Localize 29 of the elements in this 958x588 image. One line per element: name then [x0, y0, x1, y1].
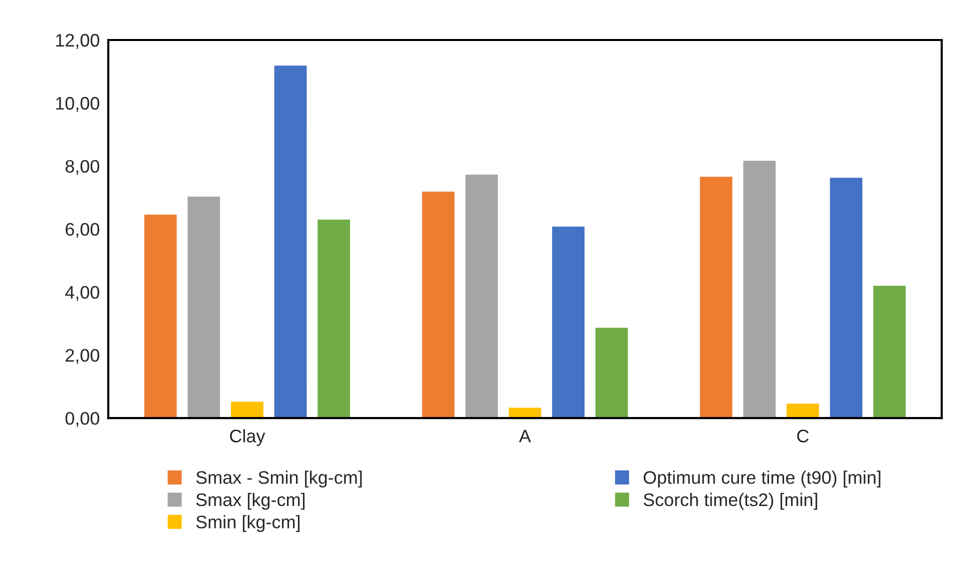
- legend-label: Smin [kg-cm]: [196, 515, 300, 532]
- legend-label: Scorch time(ts2) [min]: [644, 492, 818, 510]
- bar: [186, 195, 222, 418]
- bar: [742, 159, 778, 418]
- bar: [828, 176, 864, 418]
- bar: [550, 225, 586, 418]
- y-tick-label: 4,00: [65, 286, 100, 301]
- bar: [420, 190, 456, 418]
- bar: [464, 173, 500, 418]
- legend-label: Smax [kg-cm]: [196, 492, 305, 510]
- bar: [272, 64, 308, 418]
- legend-label: Optimum cure time (t90) [min]: [644, 470, 880, 488]
- y-tick-label: 12,00: [56, 34, 100, 49]
- bar: [230, 400, 265, 418]
- bar: [594, 326, 630, 418]
- bar: [142, 213, 178, 418]
- bar: [785, 402, 820, 418]
- bar: [698, 175, 734, 418]
- bar: [872, 284, 908, 418]
- y-tick-label: 6,00: [66, 222, 100, 238]
- x-tick-label: A: [519, 430, 531, 442]
- legend-label: Smax - Smin [kg-cm]: [196, 470, 362, 488]
- x-tick-label: C: [797, 430, 809, 442]
- y-tick-label: 8,00: [66, 160, 100, 175]
- y-tick-label: 2,00: [66, 348, 100, 364]
- y-tick-label: 0,00: [65, 412, 100, 427]
- x-tick-label: Clay: [230, 429, 266, 446]
- y-tick-label: 10,00: [56, 96, 100, 112]
- bar: [316, 218, 352, 418]
